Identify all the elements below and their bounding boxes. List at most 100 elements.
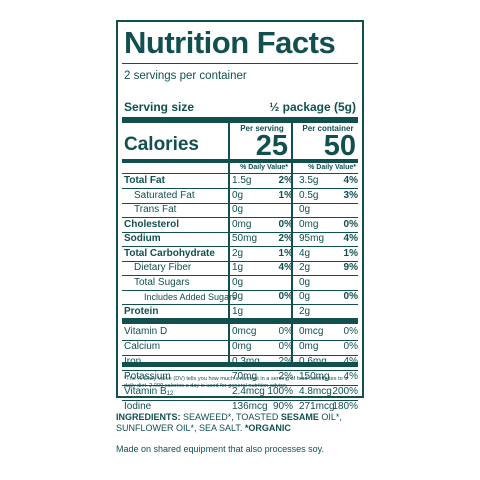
vitamin-name: Potassium — [124, 371, 171, 383]
divider — [122, 217, 358, 218]
vitamin-row: Iron 0.3mg 2% 0.6mg4% — [122, 355, 358, 369]
vitamin-row: Iodine 136mcg 90% 271mcg 180% — [122, 400, 358, 414]
nutrient-name: Cholesterol — [124, 218, 180, 230]
serving-size-value: ½ package (5g) — [269, 100, 356, 114]
nutrient-row: Includes Added Sugars 0g 0% 0g 0% — [122, 290, 358, 304]
nutrient-name: Dietary Fiber — [134, 262, 192, 273]
divider — [122, 339, 358, 341]
amount-per-serving: 1g — [232, 305, 244, 317]
nutrient-row: Saturated Fat 0g 1% 0.5g 3% — [122, 189, 358, 203]
divider — [122, 369, 358, 371]
ingredients-sesame-allergen: SESAME — [280, 412, 319, 422]
amount-per-serving: 2g — [232, 247, 244, 259]
vitamin-subscript: 12 — [166, 391, 174, 397]
vitamin-row: Vitamin B12 2.4mcg 100% 4.8mcg 200% — [122, 385, 358, 399]
nutrient-row: Trans Fat 0g 0g — [122, 203, 358, 217]
vitamin-name-text: Iodine — [124, 401, 152, 412]
nutrient-name: Trans Fat — [134, 204, 177, 215]
nutrient-row: Total Sugars 0g 0g — [122, 276, 358, 290]
amount-per-container: 0mcg — [299, 326, 324, 337]
percent-dv-per-container: 0% — [343, 218, 358, 230]
nutrient-row: Sodium 50mg 2% 95mg 4% — [122, 232, 358, 246]
percent-dv-per-serving: 1% — [278, 247, 293, 259]
percent-dv-per-serving: 0% — [278, 341, 293, 352]
amount-per-serving: 70mg — [232, 371, 258, 382]
percent-dv-per-serving: 0% — [278, 291, 293, 302]
ingredients-text: INGREDIENTS: SEAWEED*, TOASTED SESAME OI… — [116, 412, 366, 434]
percent-dv-per-serving: 2% — [278, 175, 293, 186]
divider — [122, 399, 358, 401]
per-serving-header: Per serving — [240, 124, 284, 133]
percent-dv-per-serving: 0% — [278, 218, 293, 230]
amount-per-container: 150mg — [299, 371, 330, 382]
divider — [122, 260, 358, 262]
percent-dv-per-container: 0% — [343, 341, 358, 352]
thick-divider — [122, 159, 358, 163]
percent-dv-per-serving: 2% — [266, 356, 293, 368]
nutrient-row: Dietary Fiber 1g 4% 2g 9% — [122, 261, 358, 275]
percent-dv-per-container: 1% — [343, 247, 358, 259]
divider — [122, 289, 358, 291]
percent-dv-per-container: 180% — [332, 401, 358, 412]
vitamin-name-text: Iron — [124, 356, 141, 367]
ingredients-part-2: OIL*, SUNFLOWER OIL*, SEA SALT. — [116, 412, 342, 433]
nutrient-name: Total Fat — [124, 175, 165, 186]
amount-per-serving: 0mg — [232, 341, 252, 352]
percent-dv-per-serving: 2% — [278, 233, 293, 244]
percent-dv-per-serving: 100% — [267, 386, 293, 397]
percent-dv-per-container: 200% — [332, 386, 358, 397]
nutrient-name: Sodium — [124, 233, 161, 244]
nutrient-name: Includes Added Sugars — [144, 292, 237, 302]
vitamin-name-text: Calcium — [124, 341, 161, 352]
divider — [122, 202, 358, 204]
percent-dv-per-serving: 0% — [278, 326, 293, 337]
amount-per-container: 0g — [299, 204, 311, 215]
vitamin-row: Vitamin D 0mcg 0% 0mcg 0% — [122, 325, 358, 339]
thick-divider — [122, 318, 358, 324]
vitamin-name-text: Vitamin B — [124, 386, 167, 397]
nutrient-name: Total Carbohydrate — [124, 247, 215, 259]
amount-per-container: 3.5g — [299, 175, 319, 186]
daily-value-footnote: *The % Daily Value (DV) tells you how mu… — [124, 376, 348, 389]
amount-per-container: 271mcg — [299, 401, 335, 412]
divider — [122, 384, 358, 386]
amount-per-serving: 0mcg — [232, 326, 257, 337]
column-divider-container — [291, 123, 293, 362]
vitamin-row: Calcium 0mg 0% 0mg 0% — [122, 340, 358, 354]
ingredients-organic-note: *ORGANIC — [244, 423, 291, 433]
divider — [122, 231, 358, 233]
nutrient-name: Total Sugars — [134, 276, 190, 288]
percent-dv-per-container: 4% — [343, 175, 358, 186]
amount-per-container: 4.8mcg — [299, 386, 332, 397]
nutrient-row: Total Carbohydrate 2g 1% 4g 1% — [122, 247, 358, 261]
calories-label: Calories — [124, 134, 199, 155]
allergen-note: Made on shared equipment that also proce… — [116, 444, 324, 454]
amount-per-serving: 1.5g — [232, 175, 252, 186]
amount-per-serving: 50mg — [232, 233, 258, 244]
amount-per-serving: 0mg — [232, 218, 252, 230]
thick-divider — [122, 117, 358, 123]
amount-per-container: 0mg — [299, 218, 319, 230]
serving-size-label: Serving size — [124, 100, 195, 114]
nutrition-facts-label: Nutrition Facts 2 servings per container… — [116, 20, 364, 412]
percent-dv-per-serving: 90% — [272, 401, 293, 412]
amount-per-container: 0.5g — [299, 189, 319, 201]
ingredients-heading: INGREDIENTS: — [116, 412, 181, 422]
calories-per-container: 50 — [323, 130, 356, 162]
per-container-header: Per container — [302, 124, 354, 133]
amount-per-serving: 1g — [232, 262, 244, 273]
label-title: Nutrition Facts — [124, 25, 336, 60]
calories-per-serving: 25 — [255, 130, 288, 162]
amount-per-container: 2g — [299, 262, 311, 273]
percent-dv-per-container: 0% — [343, 326, 358, 337]
nutrient-name: Saturated Fat — [134, 189, 195, 201]
ingredients-part-1: SEAWEED*, TOASTED — [180, 412, 281, 422]
divider — [122, 246, 358, 247]
percent-dv-per-container: 4% — [343, 233, 358, 244]
divider — [122, 63, 358, 64]
amount-per-serving: 0g — [232, 276, 244, 288]
percent-dv-per-serving: 4% — [278, 262, 293, 273]
amount-per-serving: 0g — [232, 291, 244, 302]
nutrient-name: Protein — [124, 305, 159, 317]
divider — [122, 275, 358, 276]
